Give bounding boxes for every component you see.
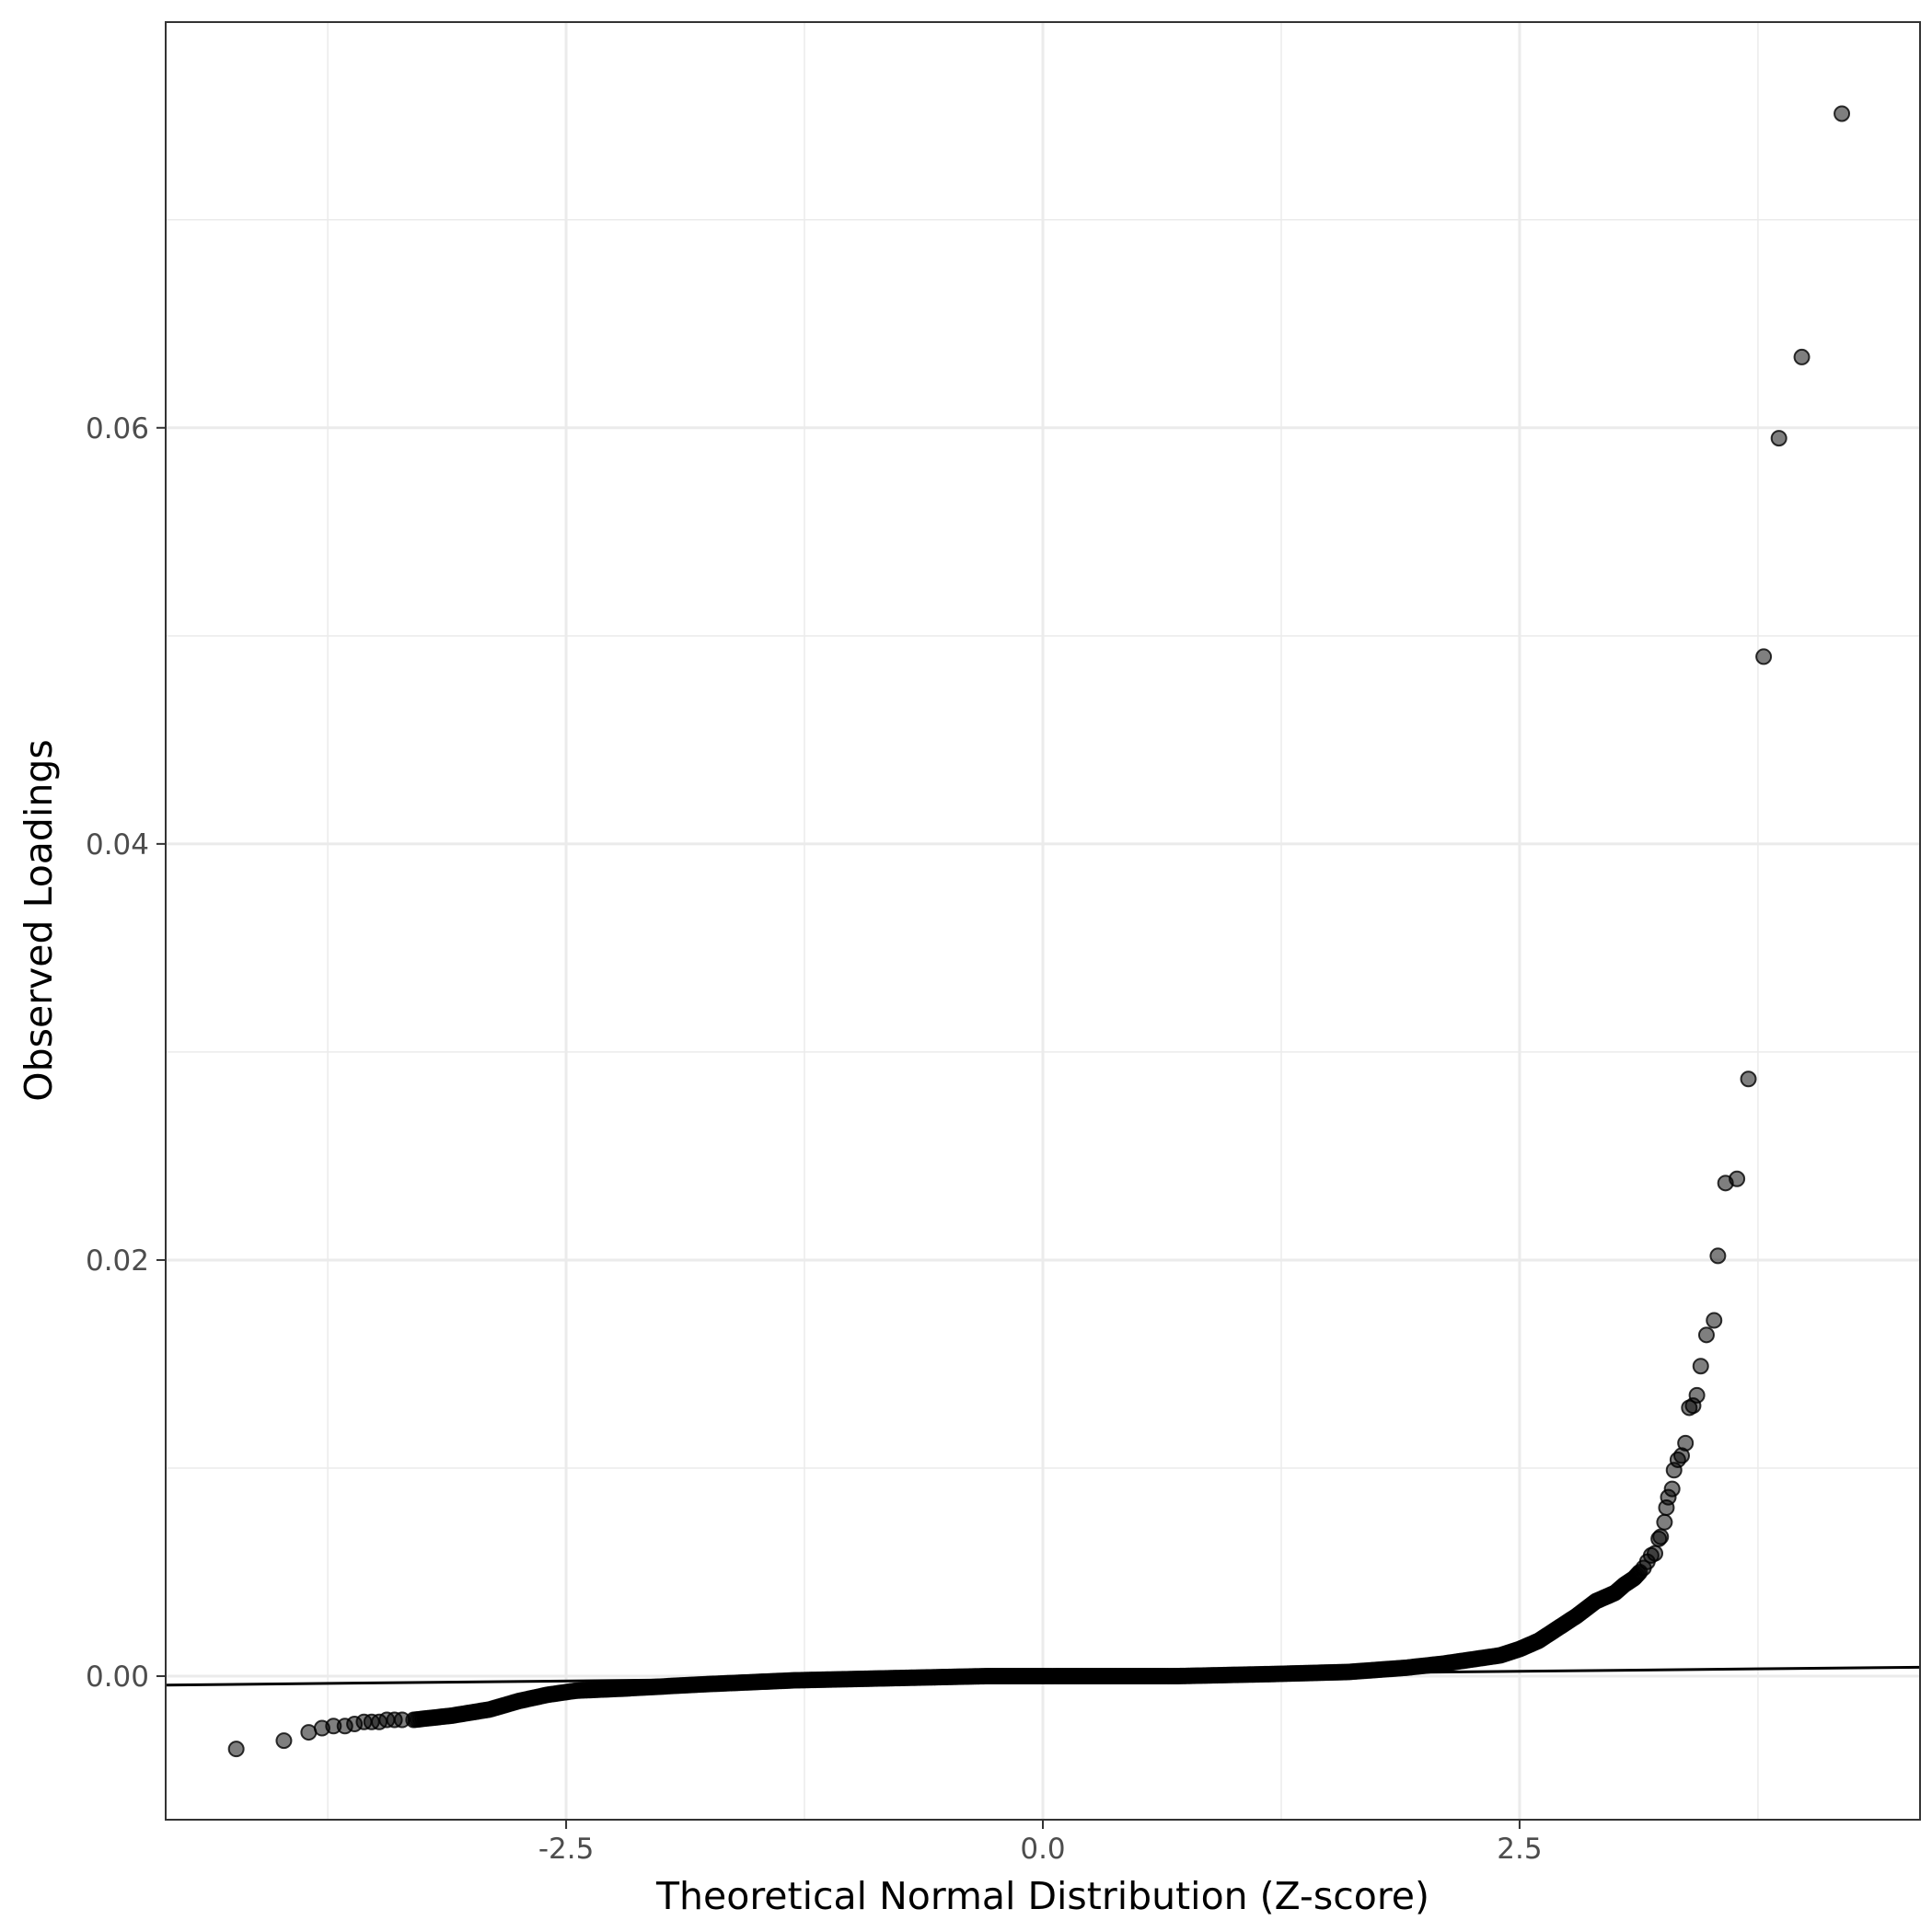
data-point [1647, 1544, 1664, 1562]
data-point [227, 1741, 245, 1758]
x-tick-label: 2.5 [1497, 1833, 1542, 1866]
data-point [1697, 1326, 1715, 1344]
y-tick-label: 0.02 [86, 1244, 149, 1278]
data-points [227, 105, 1851, 1758]
data-point [1688, 1386, 1706, 1404]
data-point [1755, 648, 1773, 665]
data-point [1834, 105, 1851, 122]
data-point [1740, 1070, 1757, 1088]
data-point [1706, 1312, 1723, 1329]
y-axis-title: Observed Loadings [17, 739, 61, 1101]
data-point [1692, 1358, 1709, 1375]
y-tick-label: 0.00 [86, 1660, 149, 1694]
data-point [1677, 1434, 1695, 1452]
y-axis-ticks: 0.00 0.02 0.04 0.06 [86, 412, 166, 1694]
data-point [393, 1711, 411, 1729]
data-point [1770, 430, 1787, 447]
x-axis-ticks: -2.5 0.0 2.5 [538, 1820, 1543, 1866]
data-point [1793, 348, 1811, 365]
y-tick-label: 0.04 [86, 828, 149, 862]
data-point [1729, 1170, 1746, 1187]
major-gridlines [166, 22, 1920, 1820]
data-point [275, 1732, 293, 1750]
x-tick-label: 0.0 [1020, 1833, 1065, 1866]
data-point [1656, 1513, 1673, 1531]
x-tick-label: -2.5 [538, 1833, 595, 1866]
data-point [1709, 1247, 1727, 1265]
data-point [1663, 1480, 1681, 1498]
data-point [1652, 1528, 1670, 1545]
y-tick-label: 0.06 [86, 412, 149, 445]
x-axis-title: Theoretical Normal Distribution (Z-score… [655, 1874, 1429, 1918]
